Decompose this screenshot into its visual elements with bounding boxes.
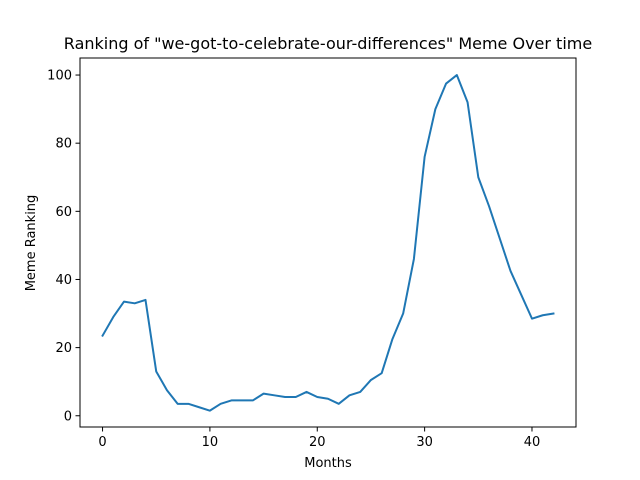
y-tick-label: 20 bbox=[55, 341, 72, 356]
x-tick-label: 10 bbox=[202, 435, 219, 450]
y-tick-label: 80 bbox=[55, 137, 72, 152]
x-tick-label: 40 bbox=[524, 435, 541, 450]
x-tick-label: 20 bbox=[309, 435, 326, 450]
y-axis: 0 20 40 60 80 100 bbox=[47, 69, 80, 424]
y-tick-label: 100 bbox=[47, 69, 72, 84]
y-axis-label: Meme Ranking bbox=[24, 195, 39, 292]
plot-area bbox=[79, 57, 577, 428]
y-tick-label: 0 bbox=[64, 409, 72, 424]
axes-frame bbox=[79, 57, 577, 428]
x-tick-label: 30 bbox=[416, 435, 433, 450]
x-tick-label: 0 bbox=[98, 435, 106, 450]
y-tick-label: 60 bbox=[55, 205, 72, 220]
x-axis-label: Months bbox=[304, 456, 352, 471]
y-tick-label: 40 bbox=[55, 273, 72, 288]
series-line-0 bbox=[101, 74, 555, 412]
x-axis: 0 10 20 30 40 bbox=[98, 427, 540, 450]
chart-title: Ranking of "we-got-to-celebrate-our-diff… bbox=[64, 34, 592, 53]
